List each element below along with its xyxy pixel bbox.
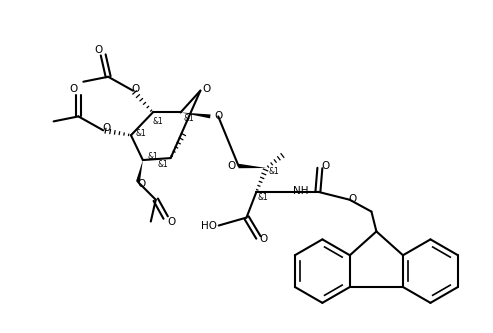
Polygon shape [136,160,143,182]
Text: &1: &1 [136,129,146,138]
Text: O: O [168,216,176,226]
Polygon shape [180,113,211,119]
Text: O: O [349,194,357,204]
Text: &1: &1 [157,160,168,168]
Text: O: O [202,84,211,94]
Text: &1: &1 [152,117,163,126]
Text: O: O [132,84,140,94]
Text: O: O [227,161,236,171]
Text: NH: NH [293,186,309,196]
Text: O: O [138,179,146,189]
Text: HO: HO [201,220,217,230]
Text: &1: &1 [269,167,280,176]
Text: O: O [102,123,110,133]
Text: &1: &1 [258,193,269,202]
Text: O: O [94,45,103,55]
Text: O: O [322,161,330,171]
Polygon shape [239,164,266,168]
Text: &1: &1 [183,114,194,123]
Text: &1: &1 [147,152,158,161]
Text: O: O [214,112,222,122]
Text: O: O [259,234,268,244]
Text: O: O [70,84,77,94]
